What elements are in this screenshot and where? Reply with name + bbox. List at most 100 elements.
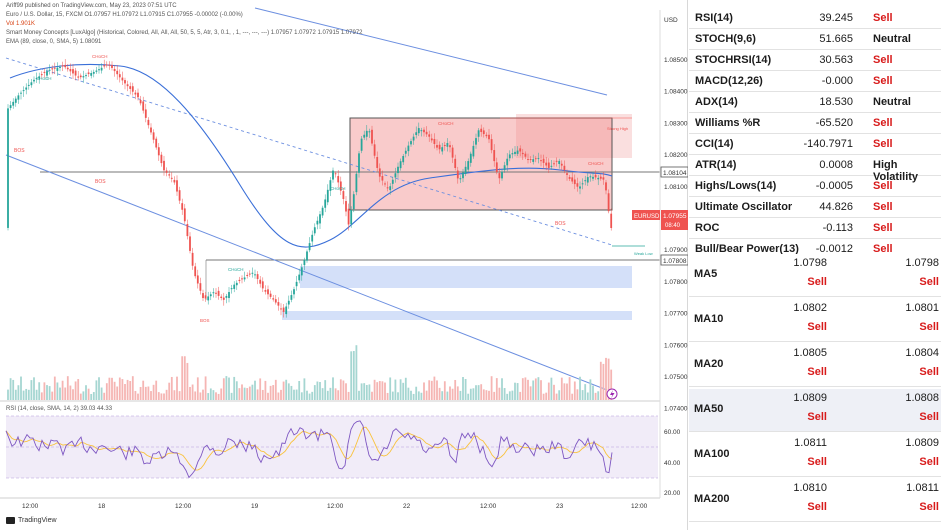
volume-bar bbox=[90, 393, 93, 400]
ma-simple-action: Sell bbox=[807, 501, 827, 513]
chart-panel[interactable]: USD 1.08500 1.08400 1.08300 1.08200 1.08100 1… bbox=[0, 0, 688, 530]
oscillator-name: Bull/Bear Power(13) bbox=[695, 243, 799, 254]
candle-body bbox=[566, 173, 568, 175]
volume-bar bbox=[225, 376, 228, 400]
volume-bar bbox=[217, 393, 220, 400]
oscillator-value: -140.7971 bbox=[803, 138, 853, 150]
volume-bar bbox=[152, 384, 155, 400]
candle-body bbox=[152, 132, 155, 140]
candle-body bbox=[108, 64, 111, 66]
candle-body bbox=[488, 134, 490, 140]
volume-bar bbox=[230, 392, 233, 400]
volume-bar bbox=[584, 384, 587, 400]
volume-bar bbox=[168, 382, 171, 400]
candle-body bbox=[316, 220, 319, 225]
volume-bar bbox=[100, 387, 103, 400]
volume-bar bbox=[490, 376, 493, 400]
volume-bar bbox=[199, 392, 202, 400]
volume-bar bbox=[438, 387, 441, 400]
volume-bar bbox=[568, 377, 571, 400]
candle-body bbox=[501, 171, 503, 179]
candle-body bbox=[459, 178, 462, 180]
oscillators-list[interactable]: RSI(14) 39.245 Sell STOCH(9,6) 51.665 Neutral… bbox=[689, 8, 941, 254]
tradingview-logo[interactable]: TradingView bbox=[6, 517, 57, 524]
volume-bar bbox=[503, 388, 506, 400]
candle-body bbox=[402, 156, 405, 163]
volume-bar bbox=[394, 379, 397, 400]
candle-body bbox=[85, 75, 87, 77]
volume-bar bbox=[365, 384, 368, 400]
volume-bar bbox=[371, 391, 373, 400]
oscillator-row: Ultimate Oscillator 44.826 Sell bbox=[689, 197, 941, 218]
time-ticks: 12:00 18 12:00 19 12:00 22 12:00 23 12:00 bbox=[22, 503, 648, 510]
volume-bar bbox=[436, 380, 438, 400]
candle-body bbox=[7, 108, 9, 228]
oscillator-name: STOCHRSI(14) bbox=[695, 54, 772, 66]
volume-bar bbox=[111, 377, 113, 400]
channel-lower bbox=[5, 154, 608, 391]
oscillator-action: Sell bbox=[873, 180, 893, 192]
candle-body bbox=[215, 292, 217, 294]
candle-body bbox=[254, 274, 256, 276]
price-tick-label: 1.07400 bbox=[664, 406, 688, 413]
oscillator-value: 0.0008 bbox=[819, 159, 853, 171]
candle-body bbox=[144, 109, 147, 118]
volume-bar bbox=[495, 378, 498, 400]
volume-bar bbox=[589, 379, 592, 400]
candle-body bbox=[17, 95, 20, 100]
volume-bar bbox=[553, 384, 555, 400]
choch-label-3: CHoCH bbox=[438, 121, 454, 126]
oscillator-value: 18.530 bbox=[819, 96, 853, 108]
volume-bar bbox=[118, 377, 121, 400]
volume-bar bbox=[430, 380, 433, 400]
volume-bar bbox=[43, 382, 46, 400]
candle-body bbox=[547, 162, 550, 168]
volume-bar bbox=[241, 384, 243, 400]
candle-body bbox=[155, 138, 158, 148]
volume-bar bbox=[74, 381, 77, 400]
candle-body bbox=[573, 179, 576, 185]
candle-body bbox=[163, 160, 165, 171]
bos-label-3: BOS bbox=[14, 148, 25, 154]
volume-bar bbox=[25, 388, 28, 400]
volume-bar bbox=[254, 380, 256, 400]
volume-bar bbox=[501, 378, 503, 400]
volume-bar bbox=[378, 381, 381, 400]
oscillator-action: High Volatility bbox=[873, 159, 919, 183]
candle-body bbox=[529, 159, 532, 161]
volume-bar bbox=[399, 379, 402, 400]
candle-body bbox=[259, 279, 262, 284]
volume-bar bbox=[40, 392, 43, 400]
candle-body bbox=[35, 78, 38, 80]
candle-body bbox=[27, 84, 30, 86]
choch-label-1: CHoCH bbox=[228, 267, 244, 272]
candle-body bbox=[14, 98, 17, 103]
range-box-border bbox=[349, 117, 613, 211]
candle-body bbox=[12, 101, 15, 106]
volume-bar bbox=[204, 376, 207, 400]
candle-body bbox=[490, 139, 493, 151]
candle-body bbox=[597, 177, 600, 180]
candle-body bbox=[321, 207, 324, 216]
symbol-tag bbox=[632, 210, 660, 220]
volume-bar bbox=[103, 392, 106, 400]
candle-body bbox=[293, 289, 295, 295]
volume-bar bbox=[220, 388, 223, 400]
ma-simple-value: 1.0811 bbox=[794, 437, 827, 449]
volume-bar bbox=[79, 393, 82, 400]
oscillator-value: -0.000 bbox=[821, 75, 853, 87]
volume-bar bbox=[558, 390, 561, 400]
volume-bar bbox=[7, 389, 9, 400]
price-chart[interactable]: USD 1.08500 1.08400 1.08300 1.08200 1.08100 1… bbox=[0, 0, 688, 530]
volume-bar bbox=[142, 380, 145, 400]
candle-body bbox=[469, 153, 472, 163]
candle-body bbox=[170, 177, 173, 179]
volume-bar bbox=[311, 391, 314, 400]
candle-body bbox=[134, 92, 137, 95]
volume-bar bbox=[300, 392, 303, 400]
volume-bar bbox=[124, 384, 126, 400]
candle-body bbox=[332, 170, 334, 180]
candle-body bbox=[53, 67, 56, 69]
candle-body bbox=[532, 159, 535, 162]
volume-bar bbox=[287, 383, 290, 400]
